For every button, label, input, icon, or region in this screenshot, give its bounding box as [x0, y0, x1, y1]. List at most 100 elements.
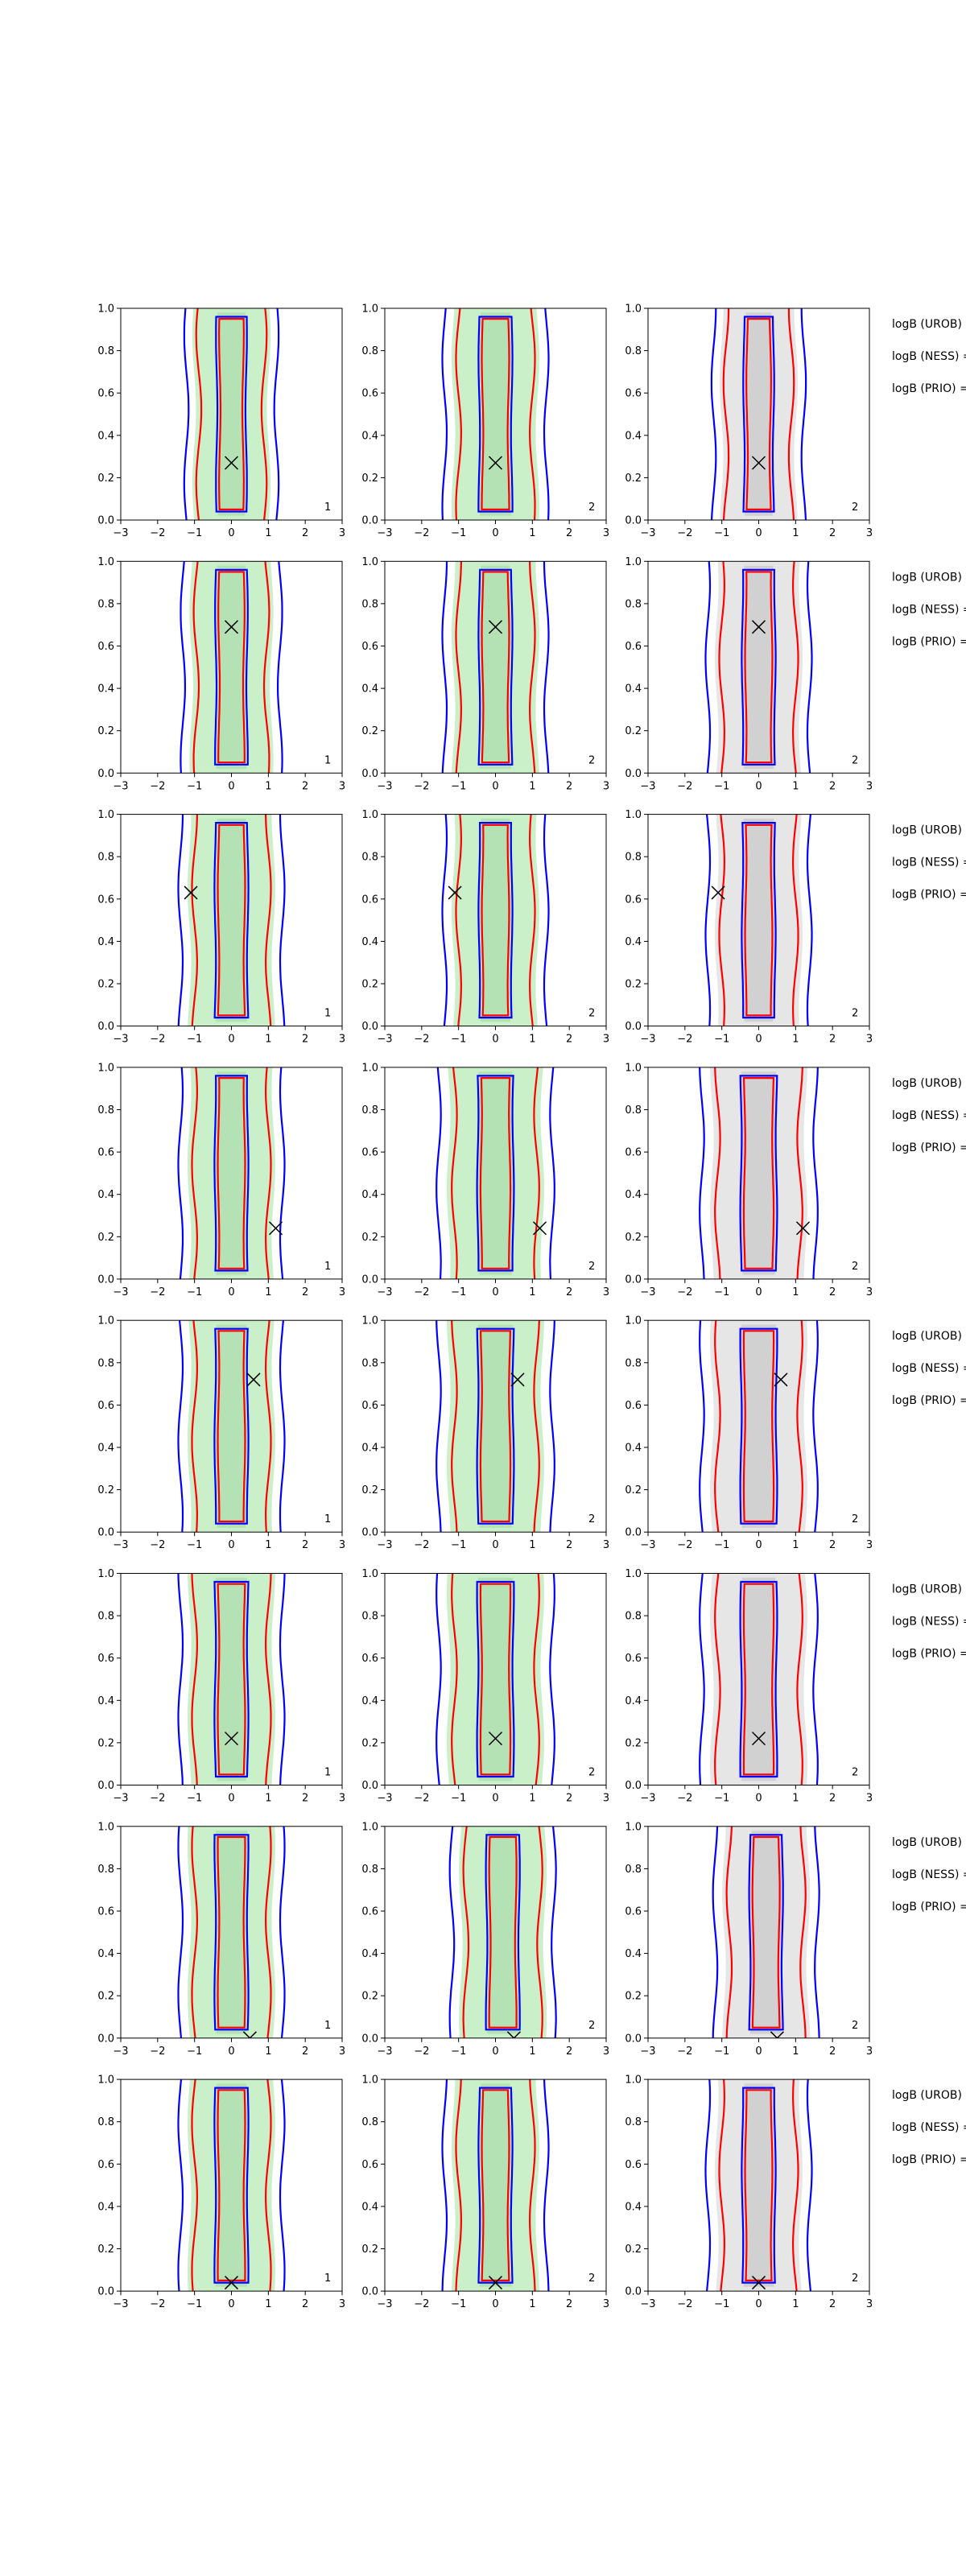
density-core-fill: [215, 1071, 248, 1275]
x-tick-label: −1: [187, 1034, 202, 1046]
y-tick-label: 0.2: [361, 1737, 378, 1749]
contour-blue-outer: [710, 308, 807, 520]
side-label: logB (NESS) =: [892, 2121, 966, 2134]
y-tick-label: 0.8: [361, 852, 378, 864]
panel-corner-label: 1: [324, 2273, 331, 2285]
x-tick-label: 3: [603, 780, 609, 792]
y-tick-label: 0.6: [361, 1653, 378, 1665]
density-core-fill: [215, 2083, 248, 2287]
x-tick-label: 2: [566, 527, 572, 539]
x-tick-label: −3: [113, 1286, 128, 1298]
panel-r2-c2: −3 −2 −1 0 1 2 3 0.0 0.2 0.4 0.6 0.8 1.0 2: [361, 556, 609, 793]
density-fill: [447, 1067, 544, 1279]
y-tick-label: 1.0: [625, 303, 642, 316]
true-value-marker: [246, 1373, 261, 1387]
contour-blue-outer: [177, 1067, 286, 1279]
contour-blue-outer: [704, 561, 813, 774]
side-label: logB (UROB) =: [892, 318, 966, 331]
y-tick-label: 0.4: [97, 1695, 114, 1707]
y-tick-label: 0.8: [97, 345, 114, 357]
panel-r7-c3: −3 −2 −1 0 1 2 3 0.0 0.2 0.4 0.6 0.8 1.0 2: [625, 1821, 873, 2058]
x-tick-label: 0: [492, 1539, 498, 1551]
x-tick-label: −2: [677, 2046, 692, 2058]
true-value-marker: [268, 1221, 283, 1236]
y-tick-label: 0.4: [361, 1695, 378, 1707]
contour-red-inner: [479, 1077, 512, 1269]
x-tick-label: 3: [866, 780, 873, 792]
true-value-marker: [488, 2276, 503, 2290]
panel-r2-c1: −3 −2 −1 0 1 2 3 0.0 0.2 0.4 0.6 0.8 1.0 1: [97, 556, 345, 793]
panel-r3-c1: −3 −2 −1 0 1 2 3 0.0 0.2 0.4 0.6 0.8 1.0 1: [97, 809, 345, 1046]
y-tick-label: 0.0: [97, 768, 114, 780]
true-value-marker: [224, 620, 239, 634]
x-tick-label: 3: [339, 1034, 345, 1046]
contour-red-outer: [195, 308, 268, 520]
y-tick-label: 1.0: [361, 1315, 378, 1327]
x-tick-label: 2: [302, 1793, 308, 1805]
panel-r5-c1: −3 −2 −1 0 1 2 3 0.0 0.2 0.4 0.6 0.8 1.0 1: [97, 1315, 345, 1552]
y-tick-label: 0.6: [361, 1400, 378, 1412]
x-tick-label: 3: [603, 2298, 609, 2310]
x-tick-label: 1: [792, 1286, 799, 1298]
x-tick-label: −3: [377, 2298, 392, 2310]
y-tick-label: 0.6: [625, 1906, 642, 1918]
x-tick-label: 0: [492, 1286, 498, 1298]
y-tick-label: 0.8: [361, 1864, 378, 1876]
contour-blue-inner: [739, 1327, 778, 1525]
contour-blue-outer: [177, 1826, 286, 2038]
density-core-fill: [479, 2083, 512, 2287]
y-tick-label: 0.2: [625, 1991, 642, 2003]
true-value-marker: [532, 1221, 547, 1236]
x-tick-label: 3: [866, 1539, 873, 1551]
y-tick-label: 0.8: [97, 1611, 114, 1623]
density-core-fill: [217, 312, 246, 516]
x-tick-label: −1: [714, 1034, 729, 1046]
contour-blue-inner: [214, 568, 249, 766]
x-tick-label: 0: [228, 1286, 234, 1298]
x-tick-label: −2: [414, 780, 429, 792]
true-value-marker: [711, 886, 725, 900]
y-tick-label: 0.6: [625, 2159, 642, 2171]
contour-red-outer: [451, 1573, 540, 1785]
y-tick-label: 0.8: [361, 1104, 378, 1117]
contour-blue-outer: [704, 814, 813, 1026]
y-tick-label: 1.0: [97, 1821, 114, 1833]
x-tick-label: −3: [377, 1034, 392, 1046]
panel-r4-c3: −3 −2 −1 0 1 2 3 0.0 0.2 0.4 0.6 0.8 1.0 2: [625, 1062, 873, 1298]
x-tick-label: −2: [150, 2298, 165, 2310]
panel-corner-label: 2: [588, 502, 595, 514]
contour-red-inner: [217, 318, 246, 510]
panel-corner-label: 1: [324, 1767, 331, 1779]
x-tick-label: 3: [603, 1793, 609, 1805]
x-tick-label: 2: [566, 2298, 572, 2310]
x-tick-label: 3: [866, 527, 873, 539]
y-tick-label: 0.0: [97, 2033, 114, 2045]
x-tick-label: 2: [829, 527, 836, 539]
y-tick-label: 0.2: [625, 1737, 642, 1749]
side-label: logB (NESS) =: [892, 1616, 966, 1629]
density-fill: [452, 561, 539, 774]
y-tick-label: 1.0: [361, 2074, 378, 2087]
contour-red-outer: [451, 1067, 540, 1279]
contour-red-outer: [714, 1320, 803, 1533]
contour-blue-outer: [183, 308, 280, 520]
density-core-fill: [216, 565, 247, 769]
density-core-fill: [741, 1071, 777, 1275]
contour-blue-inner: [739, 1075, 778, 1272]
x-tick-label: 1: [265, 780, 271, 792]
contour-blue-inner: [742, 316, 775, 513]
x-tick-label: −3: [640, 1034, 655, 1046]
panel-corner-label: 2: [852, 2273, 858, 2285]
density-fill: [710, 1067, 807, 1279]
side-label: logB (NESS) =: [892, 1109, 966, 1122]
y-tick-label: 1.0: [361, 1062, 378, 1074]
x-tick-label: 3: [339, 2046, 345, 2058]
y-tick-label: 0.8: [97, 1104, 114, 1117]
x-tick-label: 3: [866, 2298, 873, 2310]
y-tick-label: 0.6: [361, 894, 378, 906]
y-tick-label: 0.0: [361, 1527, 378, 1539]
panel-corner-label: 1: [324, 1513, 331, 1525]
side-label: logB (NESS) =: [892, 1868, 966, 1881]
y-tick-label: 0.8: [625, 345, 642, 357]
density-core-fill: [477, 1577, 514, 1781]
